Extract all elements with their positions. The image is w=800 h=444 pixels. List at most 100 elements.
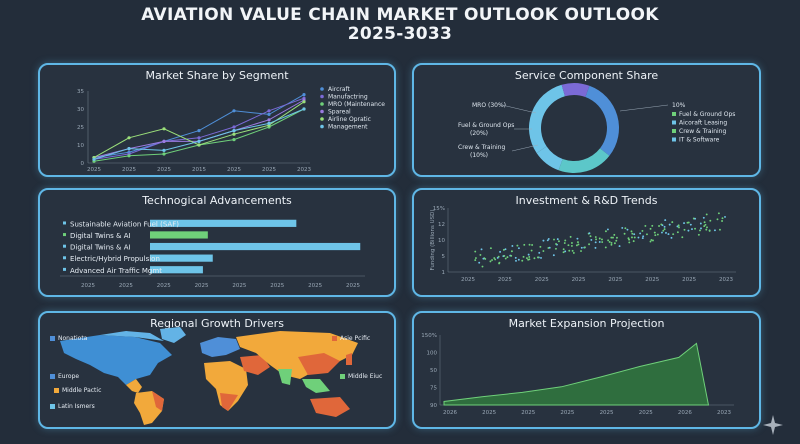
scatter-point	[699, 222, 702, 225]
tech-advancements-panel: Technogical Advancements Sustainable Avi…	[38, 188, 396, 297]
scatter-point	[489, 260, 492, 263]
scatter-point	[641, 237, 644, 240]
scatter-point	[716, 218, 719, 221]
scatter-point	[570, 241, 573, 244]
scatter-point	[572, 251, 575, 254]
scatter-point	[687, 221, 690, 224]
data-point	[232, 129, 236, 133]
scatter-point	[624, 227, 627, 230]
map-middle-east	[240, 355, 270, 375]
scatter-point	[506, 256, 509, 259]
market-share-title: Market Share by Segment	[145, 69, 289, 82]
data-point	[197, 136, 201, 140]
scatter-point	[677, 224, 680, 227]
scatter-point	[555, 242, 558, 245]
series-line	[93, 108, 305, 162]
bar-bullet	[63, 267, 66, 271]
scatter-point	[667, 233, 670, 236]
scatter-point	[528, 255, 531, 258]
scatter-point	[498, 262, 501, 265]
scatter-point	[533, 257, 536, 260]
scatter-point	[665, 231, 667, 234]
data-point	[127, 136, 131, 140]
legend-swatch	[672, 137, 676, 142]
map-label-text: Nonatiota	[58, 335, 88, 342]
x-tick-label: 2023	[717, 410, 731, 416]
scatter-point	[494, 258, 497, 261]
y-tick-label: 150%	[421, 333, 437, 339]
bar-label: Digital Twins & AI	[70, 244, 131, 252]
scatter-point	[503, 254, 506, 257]
scatter-point	[594, 246, 597, 249]
leader-line	[501, 104, 537, 114]
map-label-middle-pacific: Middle Pactic	[54, 387, 101, 394]
legend-swatch	[320, 109, 324, 114]
scatter-point	[575, 244, 578, 247]
scatter-point	[654, 234, 657, 237]
scatter-point	[525, 257, 528, 260]
bar	[150, 231, 208, 239]
bar-bullet	[63, 221, 66, 225]
scatter-point	[637, 236, 640, 239]
x-tick-label: 2025	[308, 283, 322, 289]
scatter-point	[480, 248, 483, 251]
scatter-point	[703, 225, 706, 228]
map-asia	[236, 331, 358, 379]
scatter-point	[547, 237, 550, 240]
data-point	[197, 139, 201, 143]
scatter-point	[610, 236, 613, 239]
x-tick-label: 2025	[572, 277, 586, 283]
donut-label: Crew & Training	[458, 144, 505, 151]
map-africa-south	[220, 393, 238, 411]
donut-slice	[561, 83, 590, 98]
scatter-point	[721, 217, 724, 220]
bar-bullet	[63, 233, 66, 237]
data-point	[127, 154, 131, 158]
market-share-panel: Market Share by Segment 35 30 25 10 0 2025 202…	[38, 63, 396, 177]
y-tick-label: 90	[430, 403, 437, 409]
scatter-point	[564, 239, 567, 242]
x-tick-label: 2025	[81, 283, 95, 289]
y-tick-label: 15%	[433, 206, 445, 212]
page-title: AVIATION VALUE CHAIN MARKET OUTLOOK OUTL…	[0, 6, 800, 44]
scatter-point	[510, 250, 513, 253]
bar-bullet	[63, 244, 66, 248]
scatter-point	[489, 247, 492, 250]
map-label-swatch	[50, 404, 55, 409]
scatter-point	[542, 239, 545, 242]
scatter-point	[683, 228, 686, 231]
leader-line	[511, 144, 539, 152]
y-tick-label: 25	[77, 125, 84, 131]
scatter-point	[612, 236, 614, 239]
scatter-point	[577, 243, 580, 246]
scatter-point	[598, 237, 601, 240]
scatter-point	[709, 219, 712, 222]
scatter-point	[531, 244, 534, 246]
scatter-point	[613, 242, 616, 245]
scatter-point	[504, 248, 507, 251]
scatter-point	[641, 229, 644, 232]
scatter-point	[705, 228, 708, 231]
scatter-point	[658, 225, 660, 227]
x-tick-label: 2025	[262, 167, 276, 173]
map-label-north-america: Nonatiota	[50, 335, 87, 342]
scatter-point	[703, 221, 706, 224]
scatter-point	[616, 236, 618, 239]
map-label-text: Latin Ismers	[58, 403, 95, 410]
y-axis-label: Funding (Billions USD)	[430, 210, 436, 271]
legend-swatch	[320, 117, 324, 121]
scatter-point	[628, 238, 631, 241]
scatter-point	[499, 250, 502, 253]
scatter-point	[580, 250, 582, 252]
map-label-middle-east: Middle Eiuc	[340, 373, 382, 380]
data-point	[92, 157, 96, 161]
scatter-point	[564, 250, 567, 253]
y-tick-label: 35	[77, 89, 84, 95]
scatter-point	[536, 256, 539, 259]
scatter-point	[514, 256, 517, 259]
y-tick-label: 100	[427, 351, 438, 357]
data-point	[267, 109, 271, 113]
scatter-point	[589, 235, 592, 238]
scatter-point	[610, 243, 613, 246]
series-line	[93, 97, 305, 160]
